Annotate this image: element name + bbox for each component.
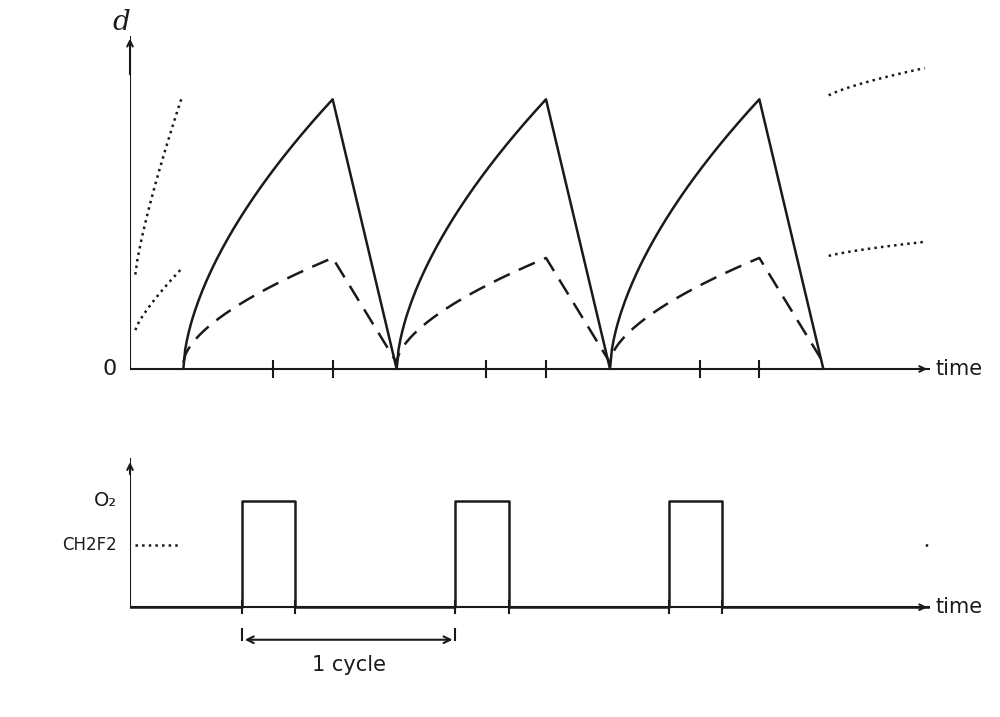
- Text: 1 cycle: 1 cycle: [312, 655, 386, 675]
- Text: time: time: [935, 597, 982, 617]
- Text: CH2F2: CH2F2: [62, 536, 117, 554]
- Text: O₂: O₂: [94, 491, 117, 511]
- Text: d: d: [113, 9, 130, 36]
- Text: time: time: [935, 359, 982, 379]
- Text: 0: 0: [103, 359, 117, 379]
